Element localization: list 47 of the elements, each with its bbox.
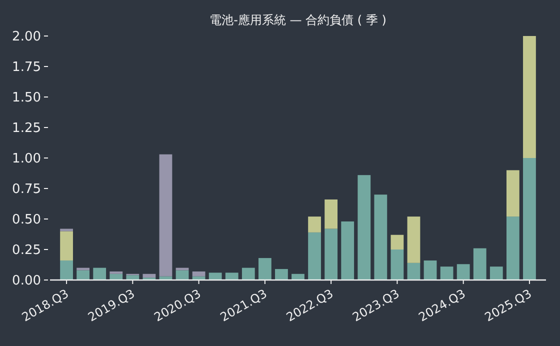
bar	[110, 274, 123, 280]
bar	[159, 154, 172, 276]
bar	[523, 158, 536, 280]
y-tick-label: 0.25	[12, 243, 41, 258]
bar	[407, 262, 420, 280]
bar	[93, 268, 106, 280]
bar	[60, 231, 73, 260]
bar	[142, 274, 156, 278]
bar	[308, 216, 321, 232]
bar	[308, 232, 321, 280]
bar	[440, 266, 454, 280]
y-tick-label: 0.75	[12, 182, 41, 197]
y-tick-label: 1.25	[12, 121, 41, 136]
bar	[292, 274, 304, 280]
bar	[358, 175, 371, 280]
y-tick-label: 1.00	[12, 152, 41, 166]
bar	[473, 248, 486, 280]
bar	[523, 36, 536, 158]
bar	[390, 234, 404, 250]
chart-title: 電池-應用系統 — 合約負債 ( 季 )	[210, 13, 386, 27]
bar	[176, 270, 189, 280]
bar	[341, 221, 354, 280]
y-tick-label: 0.50	[12, 212, 41, 228]
bar	[324, 228, 338, 280]
bar	[407, 216, 420, 263]
bar	[506, 170, 520, 217]
bar	[324, 199, 338, 229]
bar	[424, 260, 437, 280]
bar	[390, 250, 404, 280]
y-tick-label: 2.00	[12, 30, 41, 44]
bar	[258, 258, 272, 280]
y-tick-label: 1.50	[12, 90, 41, 106]
bar	[60, 260, 73, 280]
bar	[506, 216, 520, 280]
bar	[76, 270, 90, 280]
bar	[110, 271, 123, 274]
y-tick-label: 0.00	[12, 274, 41, 288]
bar	[208, 272, 222, 280]
bar	[192, 271, 206, 276]
bar	[275, 269, 288, 280]
bar	[490, 266, 503, 280]
bar	[225, 272, 238, 280]
bar	[242, 268, 255, 280]
bar	[126, 275, 140, 280]
bar	[456, 264, 470, 280]
bar	[374, 194, 388, 280]
y-tick-label: 1.75	[12, 60, 41, 75]
